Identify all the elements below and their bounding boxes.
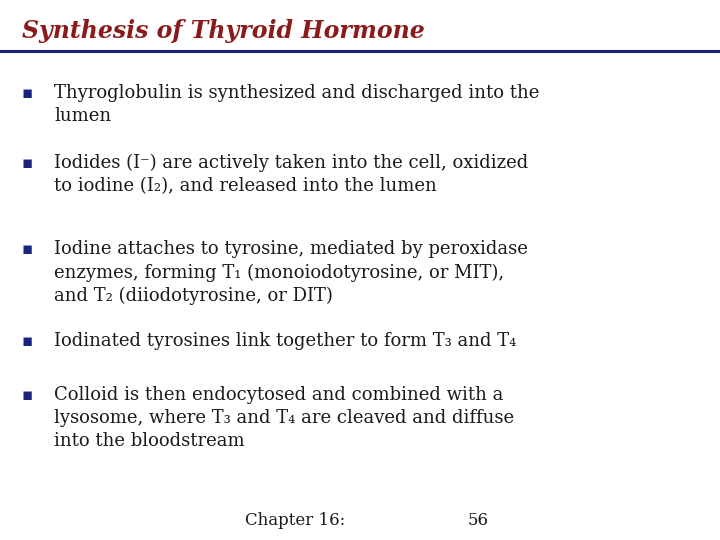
Text: Iodinated tyrosines link together to form T₃ and T₄: Iodinated tyrosines link together to for… bbox=[54, 332, 516, 350]
Text: Iodides (I⁻) are actively taken into the cell, oxidized
to iodine (I₂), and rele: Iodides (I⁻) are actively taken into the… bbox=[54, 154, 528, 195]
Text: ▪: ▪ bbox=[22, 386, 33, 404]
Text: ▪: ▪ bbox=[22, 240, 33, 258]
Text: Thyroglobulin is synthesized and discharged into the
lumen: Thyroglobulin is synthesized and dischar… bbox=[54, 84, 539, 125]
Text: ▪: ▪ bbox=[22, 84, 33, 102]
Text: Colloid is then endocytosed and combined with a
lysosome, where T₃ and T₄ are cl: Colloid is then endocytosed and combined… bbox=[54, 386, 514, 450]
Text: Iodine attaches to tyrosine, mediated by peroxidase
enzymes, forming T₁ (monoiod: Iodine attaches to tyrosine, mediated by… bbox=[54, 240, 528, 305]
Text: ▪: ▪ bbox=[22, 332, 33, 350]
Text: ▪: ▪ bbox=[22, 154, 33, 172]
Text: Synthesis of Thyroid Hormone: Synthesis of Thyroid Hormone bbox=[22, 19, 424, 43]
Text: 56: 56 bbox=[468, 512, 489, 529]
Text: Chapter 16:: Chapter 16: bbox=[245, 512, 345, 529]
